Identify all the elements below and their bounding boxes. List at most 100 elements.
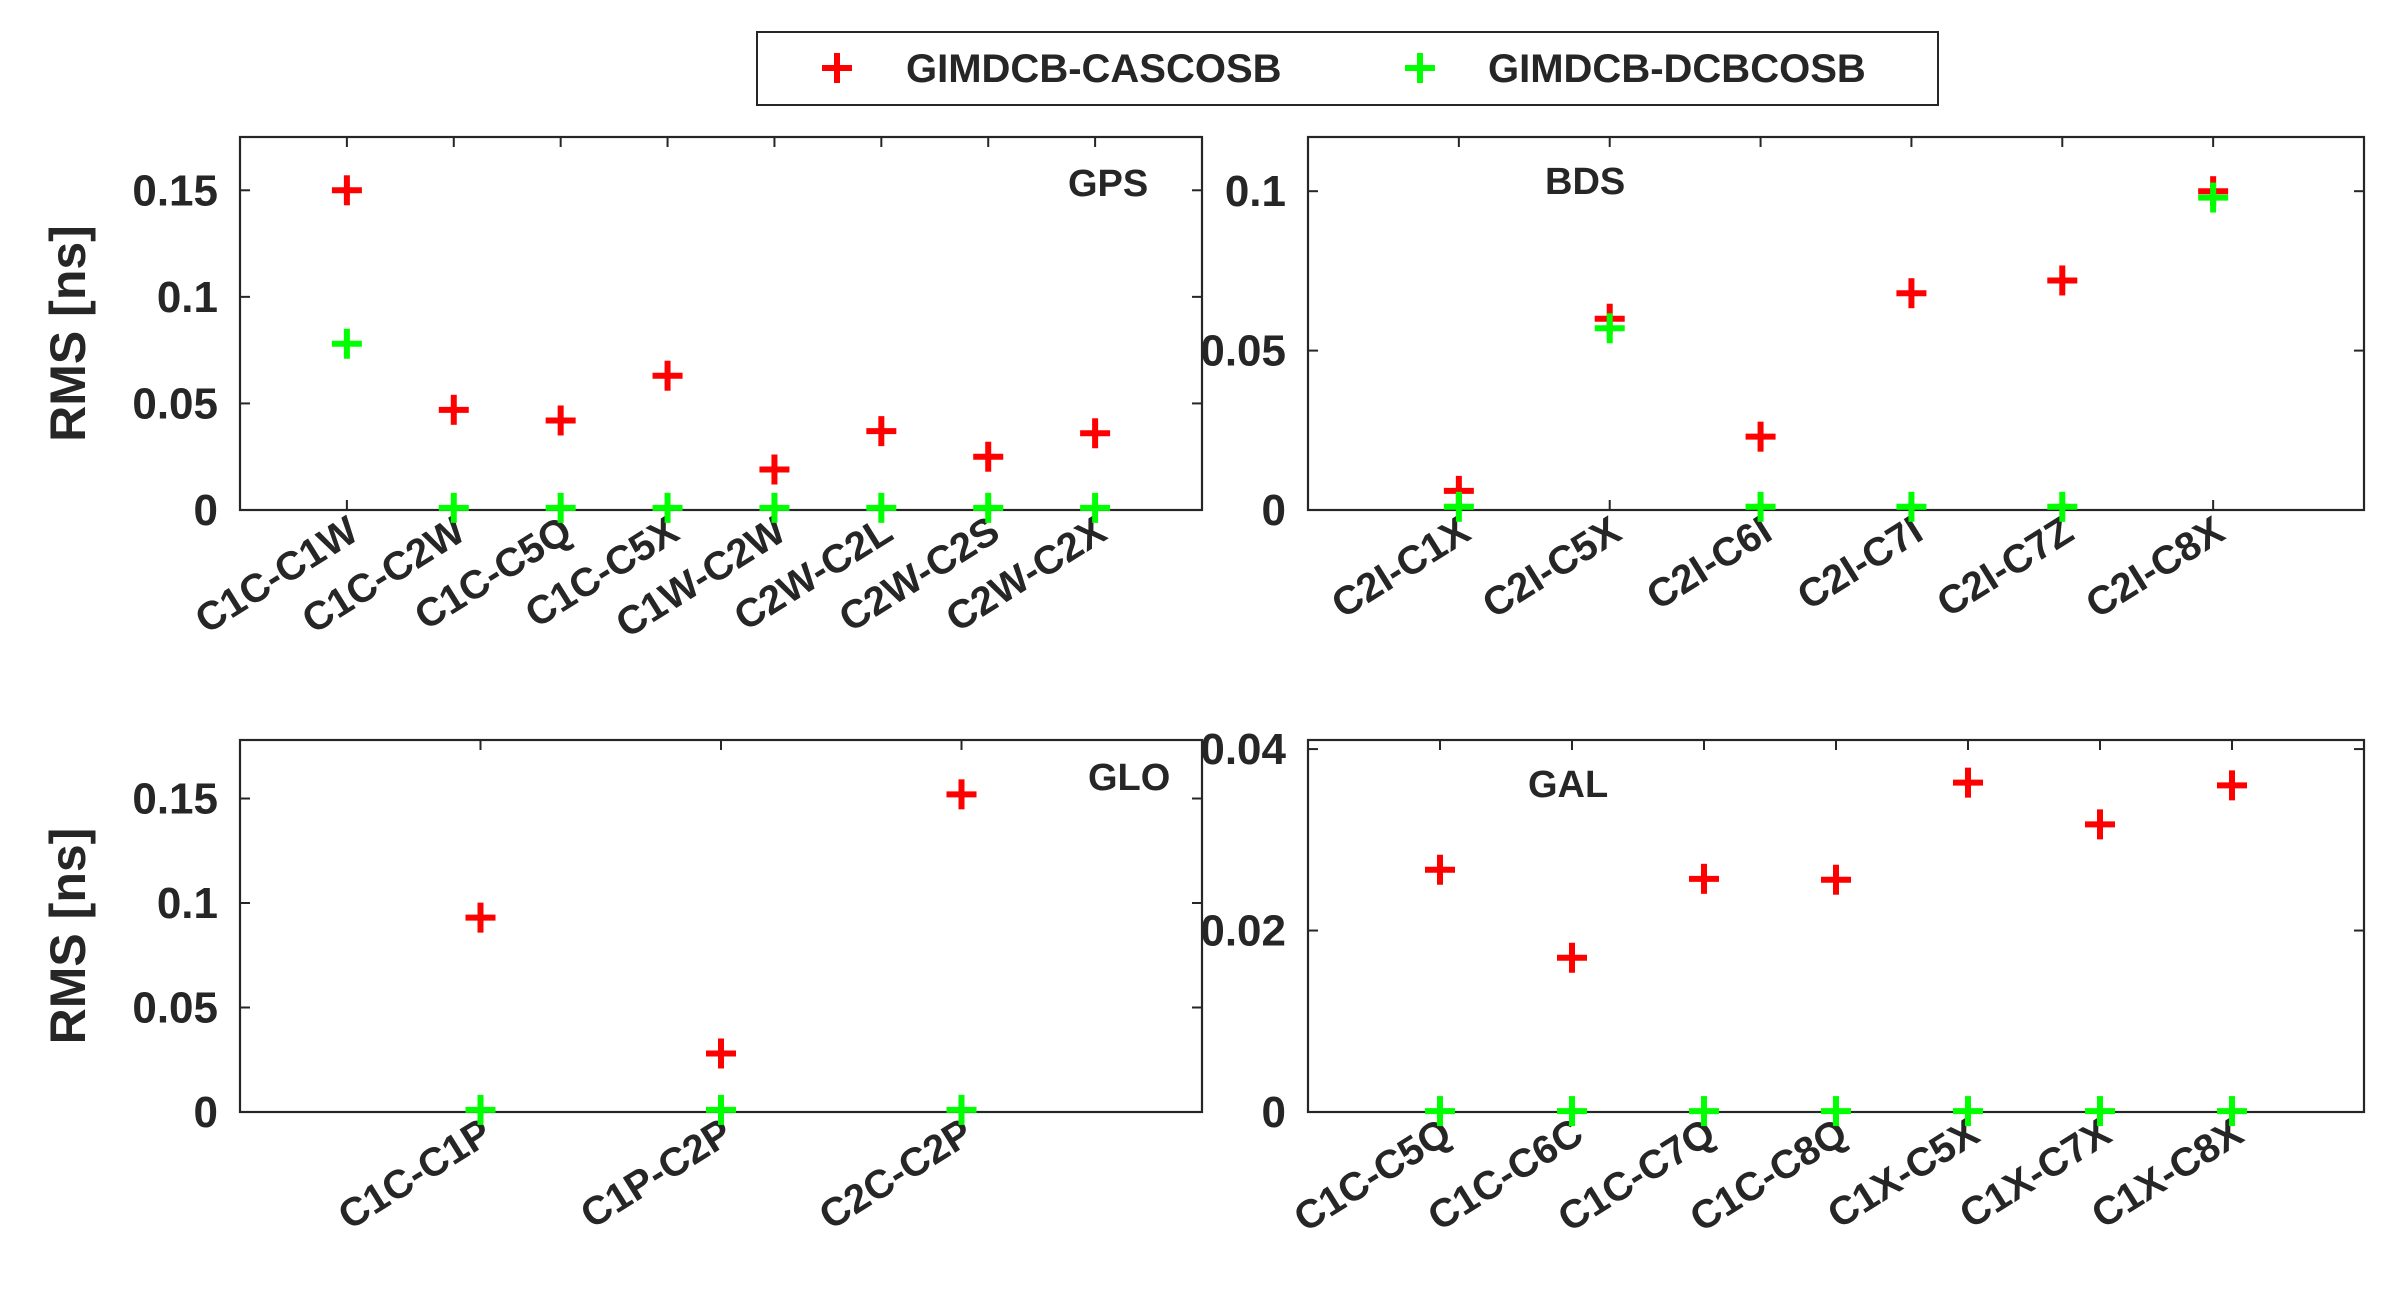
data-point-plus-icon	[465, 1094, 496, 1125]
data-point-plus-icon	[1896, 491, 1927, 522]
chart-panels: 00.050.10.15C1C-C1WC1C-C2WC1C-C5QC1C-C5X…	[40, 135, 2366, 1241]
y-tick-label: 0.1	[1225, 167, 1286, 216]
data-point-plus-icon	[438, 394, 469, 425]
y-tick-label: 0.1	[157, 879, 218, 928]
data-point-plus-icon	[652, 492, 683, 523]
data-point-plus-icon	[866, 416, 897, 447]
data-point-plus-icon	[2047, 265, 2078, 296]
data-point-plus-icon	[973, 441, 1004, 472]
y-tick-label: 0.1	[157, 273, 218, 322]
data-point-plus-icon	[946, 1094, 977, 1125]
data-point-plus-icon	[1443, 491, 1474, 522]
data-point-plus-icon	[1689, 863, 1719, 894]
data-point-plus-icon	[2198, 182, 2229, 213]
data-point-plus-icon	[1594, 313, 1625, 344]
panel-glo: 0 0.05 0.1 0.15 C1C-C1P C1P-C2P C2C-C2P RMS [ns…	[40, 738, 1204, 1238]
data-point-plus-icon	[1557, 1096, 1587, 1127]
panel-title: GLO	[1088, 757, 1170, 799]
legend-label: GIMDCB-DCBCOSB	[1488, 47, 1866, 91]
data-point-plus-icon	[1425, 1096, 1455, 1127]
y-axis-label: RMS [ns]	[40, 225, 96, 442]
data-point-plus-icon	[946, 779, 977, 810]
y-tick-label: 0	[1262, 1088, 1286, 1137]
legend-marker-plus-icon	[1405, 53, 1435, 83]
y-tick-label: 0	[194, 1088, 218, 1137]
data-point-plus-icon	[1745, 421, 1776, 452]
data-point-plus-icon	[2217, 1096, 2247, 1127]
y-tick-label: 0.05	[132, 379, 218, 428]
x-tick-label: C2I-C7Z	[1930, 508, 2081, 625]
data-point-plus-icon	[973, 492, 1004, 523]
x-tick-label: C2I-C8X	[2079, 508, 2233, 627]
data-point-plus-icon	[1821, 1096, 1851, 1127]
data-point-plus-icon	[1745, 491, 1776, 522]
series-cascosb	[1443, 176, 2229, 506]
y-tick-label: 0	[1262, 486, 1286, 535]
x-tick-label: C2I-C7I	[1790, 508, 1930, 618]
data-point-plus-icon	[706, 1094, 736, 1125]
data-point-plus-icon	[1953, 767, 1983, 798]
series-cascosb	[331, 175, 1111, 485]
panel-title: GAL	[1528, 764, 1608, 806]
data-point-plus-icon	[652, 360, 683, 391]
series-dcbcosb	[1443, 182, 2229, 522]
data-point-plus-icon	[1557, 942, 1587, 973]
axes-box	[1306, 738, 2366, 1114]
x-tick-label: C2I-C6I	[1639, 508, 1779, 618]
panel-gps: 00.050.10.15C1C-C1WC1C-C2WC1C-C5QC1C-C5X…	[40, 135, 1204, 646]
x-tick-label: C1C-C1P	[331, 1110, 499, 1238]
y-tick-label: 0.15	[132, 166, 218, 215]
data-point-plus-icon	[545, 492, 576, 523]
data-point-plus-icon	[1080, 492, 1111, 523]
data-point-plus-icon	[1953, 1096, 1983, 1127]
series-cascosb	[465, 779, 977, 1069]
x-tick-label: C1X-C5X	[1820, 1110, 1987, 1237]
x-tick-label: C2C-C2P	[812, 1110, 980, 1238]
y-tick-label: 0.02	[1200, 907, 1286, 956]
legend-marker-plus-icon	[822, 53, 852, 83]
panel-title: BDS	[1545, 161, 1625, 203]
data-point-plus-icon	[759, 492, 790, 523]
y-tick-label: 0.15	[132, 775, 218, 824]
data-point-plus-icon	[1689, 1096, 1719, 1127]
data-point-plus-icon	[331, 328, 362, 359]
y-tick-label: 0.05	[1200, 327, 1286, 376]
data-point-plus-icon	[2217, 770, 2247, 801]
axes-box	[1306, 135, 2366, 512]
y-tick-label: 0.04	[1200, 725, 1286, 774]
y-axis-label: RMS [ns]	[40, 828, 96, 1045]
legend-box	[756, 31, 1939, 106]
data-point-plus-icon	[2085, 809, 2115, 840]
y-tick-label: 0.05	[132, 984, 218, 1033]
x-tick-label: C2I-C1X	[1324, 508, 1478, 627]
series-dcbcosb	[465, 1094, 977, 1125]
series-dcbcosb	[331, 328, 1111, 523]
data-point-plus-icon	[866, 492, 897, 523]
data-point-plus-icon	[2085, 1096, 2115, 1127]
panel-title: GPS	[1068, 163, 1148, 205]
legend: GIMDCB-CASCOSB GIMDCB-DCBCOSB	[756, 31, 1939, 106]
data-point-plus-icon	[438, 492, 469, 523]
data-point-plus-icon	[706, 1038, 736, 1069]
y-tick-label: 0	[194, 486, 218, 535]
axes-box	[238, 135, 1204, 512]
x-tick-label: C1X-C8X	[2084, 1110, 2251, 1237]
x-tick-label: C2I-C5X	[1475, 508, 1629, 627]
legend-item: GIMDCB-CASCOSB	[822, 47, 1282, 91]
data-point-plus-icon	[2047, 491, 2078, 522]
legend-item: GIMDCB-DCBCOSB	[1405, 47, 1866, 91]
data-point-plus-icon	[1896, 278, 1927, 309]
data-point-plus-icon	[1080, 418, 1111, 449]
series-cascosb	[1425, 767, 2247, 973]
series-dcbcosb	[1425, 1096, 2247, 1127]
data-point-plus-icon	[465, 902, 496, 933]
x-tick-label: C1P-C2P	[573, 1110, 740, 1237]
x-tick-label: C1X-C7X	[1952, 1110, 2119, 1237]
data-point-plus-icon	[331, 175, 362, 206]
legend-label: GIMDCB-CASCOSB	[906, 47, 1282, 91]
data-point-plus-icon	[545, 405, 576, 436]
data-point-plus-icon	[1821, 864, 1851, 895]
data-point-plus-icon	[759, 454, 790, 485]
